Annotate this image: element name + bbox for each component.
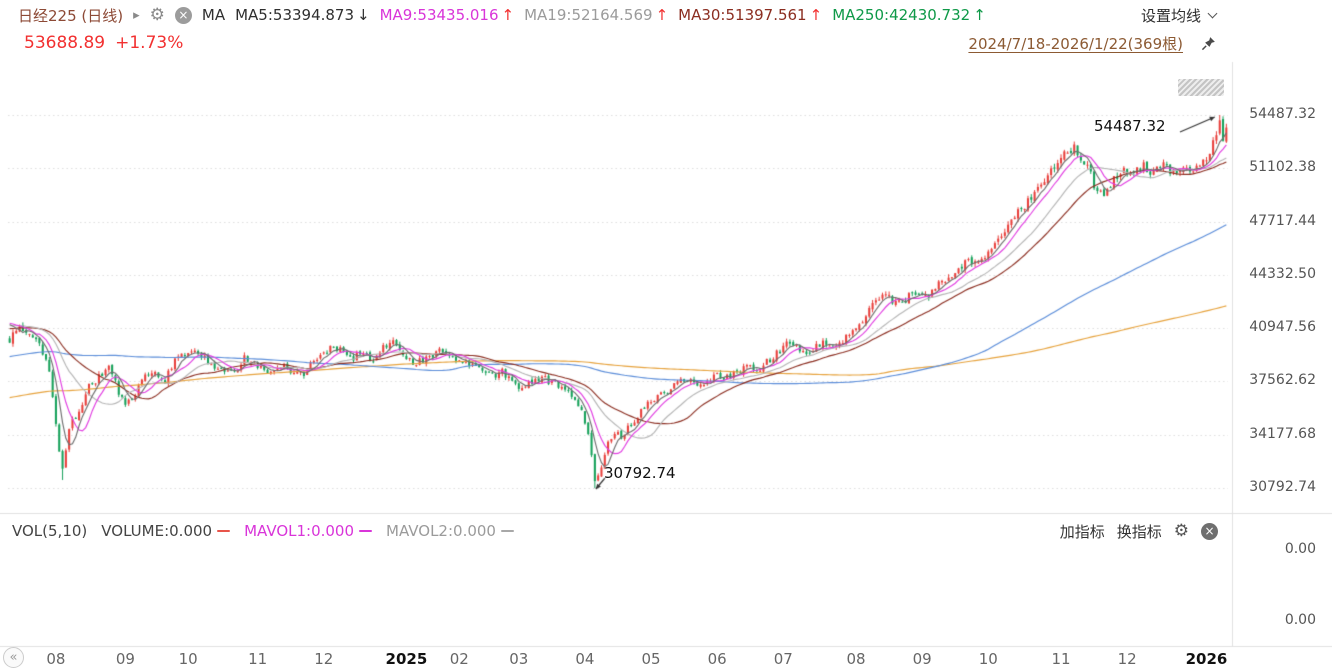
ma9-legend: MA9:53435.016 ↑ — [380, 6, 515, 24]
volume-header-actions: 加指标 换指标 ⚙ × — [1060, 521, 1218, 542]
time-axis-label: 06 — [707, 650, 727, 668]
time-axis-label: 11 — [248, 650, 268, 668]
time-axis-label: 12 — [314, 650, 334, 668]
mavol2-value: MAVOL2:0.000 — [386, 522, 496, 540]
low-price-annotation: 30792.74 — [604, 464, 676, 482]
volume-indicator-label[interactable]: VOL(5,10) — [12, 522, 88, 540]
time-axis-label: 10 — [978, 650, 998, 668]
time-axis-label: 07 — [773, 650, 793, 668]
price-axis-label: 51102.38 — [1249, 159, 1316, 176]
ma250-value: MA250:42430.732 — [832, 6, 971, 24]
ma-settings-label: 设置均线 — [1140, 6, 1201, 25]
price-axis-label: 34177.68 — [1249, 425, 1316, 442]
time-axis-label: 12 — [1117, 650, 1137, 668]
drag-handle[interactable] — [1178, 79, 1224, 96]
ma9-value: MA9:53435.016 — [379, 6, 499, 24]
volume-value: VOLUME:0.000 — [101, 522, 213, 540]
ma5-value: MA5:53394.873 — [235, 6, 355, 24]
price-axis-label: 47717.44 — [1249, 212, 1316, 229]
time-axis-label: 08 — [46, 650, 66, 668]
last-price: 53688.89 — [24, 33, 106, 53]
time-axis-label: 10 — [178, 650, 198, 668]
price-axis-label: 54487.32 — [1249, 106, 1316, 122]
ma19-value: MA19:52164.569 — [524, 6, 653, 24]
volume-dash-icon — [217, 530, 231, 532]
ma250-direction-arrow-icon: ↑ — [973, 6, 986, 24]
time-axis: 08 09 10 11 12 2025 02 03 04 05 06 07 08 09 10 11 12 2026 — [0, 650, 1332, 671]
ma19-legend: MA19:52164.569 ↑ — [524, 6, 668, 24]
ma5-direction-arrow-icon: ↓ — [357, 6, 370, 24]
mavol1-dash-icon — [359, 530, 373, 532]
time-axis-label: 05 — [641, 650, 661, 668]
close-icon[interactable]: × — [174, 6, 192, 24]
price-axis-label: 40947.56 — [1249, 319, 1316, 336]
volume-axis-label: 0.00 — [1284, 541, 1316, 557]
mavol1-legend: MAVOL1:0.000 — [244, 522, 373, 540]
chevron-down-icon — [1207, 8, 1218, 18]
time-axis-label: 2026 — [1185, 650, 1228, 668]
volume-close-icon[interactable]: × — [1201, 522, 1218, 540]
time-axis-label: 02 — [449, 650, 469, 668]
gear-icon[interactable]: ⚙ — [149, 4, 165, 25]
switch-indicator-button[interactable]: 换指标 — [1116, 522, 1162, 541]
ma30-legend: MA30:51397.561 ↑ — [678, 6, 822, 24]
ma30-direction-arrow-icon: ↑ — [809, 6, 823, 24]
time-axis-label: 11 — [1051, 650, 1071, 668]
ma19-direction-arrow-icon: ↑ — [655, 6, 669, 24]
indicator-header: 日经225 (日线) ▸ ⚙ × MA MA5:53394.873 ↓ MA9:… — [0, 0, 1332, 30]
volume-panel-header: VOL(5,10) VOLUME:0.000 MAVOL1:0.000 MAVO… — [0, 516, 1332, 546]
time-axis-label: 09 — [912, 650, 932, 668]
date-range-button[interactable]: 2024/7/18-2026/1/22(369根) — [968, 34, 1183, 53]
price-axis-label: 44332.50 — [1249, 265, 1316, 282]
volume-axis-label: 0.00 — [1284, 612, 1316, 628]
ma9-direction-arrow-icon: ↑ — [501, 6, 515, 24]
price-header: 53688.89 +1.73% 2024/7/18-2026/1/22(369根… — [0, 28, 1332, 58]
scroll-left-button[interactable]: « — [3, 647, 24, 668]
mavol1-value: MAVOL1:0.000 — [244, 522, 355, 540]
add-indicator-button[interactable]: 加指标 — [1059, 522, 1105, 541]
pin-icon[interactable] — [1201, 36, 1216, 51]
ma250-legend: MA250:42430.732 ↑ — [832, 6, 986, 24]
ma-settings-button[interactable]: 设置均线 — [1140, 5, 1218, 26]
mavol2-legend: MAVOL2:0.000 — [386, 522, 514, 540]
price-axis-label: 37562.62 — [1249, 372, 1316, 389]
high-price-annotation: 54487.32 — [1094, 117, 1166, 135]
time-axis-label: 2025 — [385, 650, 428, 668]
time-axis-label: 03 — [509, 650, 529, 668]
price-axis-label: 30792.74 — [1249, 479, 1316, 495]
ma30-value: MA30:51397.561 — [678, 6, 807, 24]
time-axis-label: 09 — [115, 650, 135, 668]
symbol-title[interactable]: 日经225 (日线) — [18, 6, 124, 25]
change-percent: +1.73% — [115, 33, 184, 53]
volume-legend: VOLUME:0.000 — [101, 522, 231, 540]
volume-gear-icon[interactable]: ⚙ — [1173, 520, 1189, 541]
time-axis-label: 04 — [575, 650, 595, 668]
ma-indicator-label[interactable]: MA — [201, 6, 226, 24]
mavol2-dash-icon — [500, 530, 514, 532]
time-axis-label: 08 — [846, 650, 866, 668]
expand-arrow-icon[interactable]: ▸ — [133, 7, 140, 23]
ma5-legend: MA5:53394.873 ↓ — [235, 6, 370, 24]
